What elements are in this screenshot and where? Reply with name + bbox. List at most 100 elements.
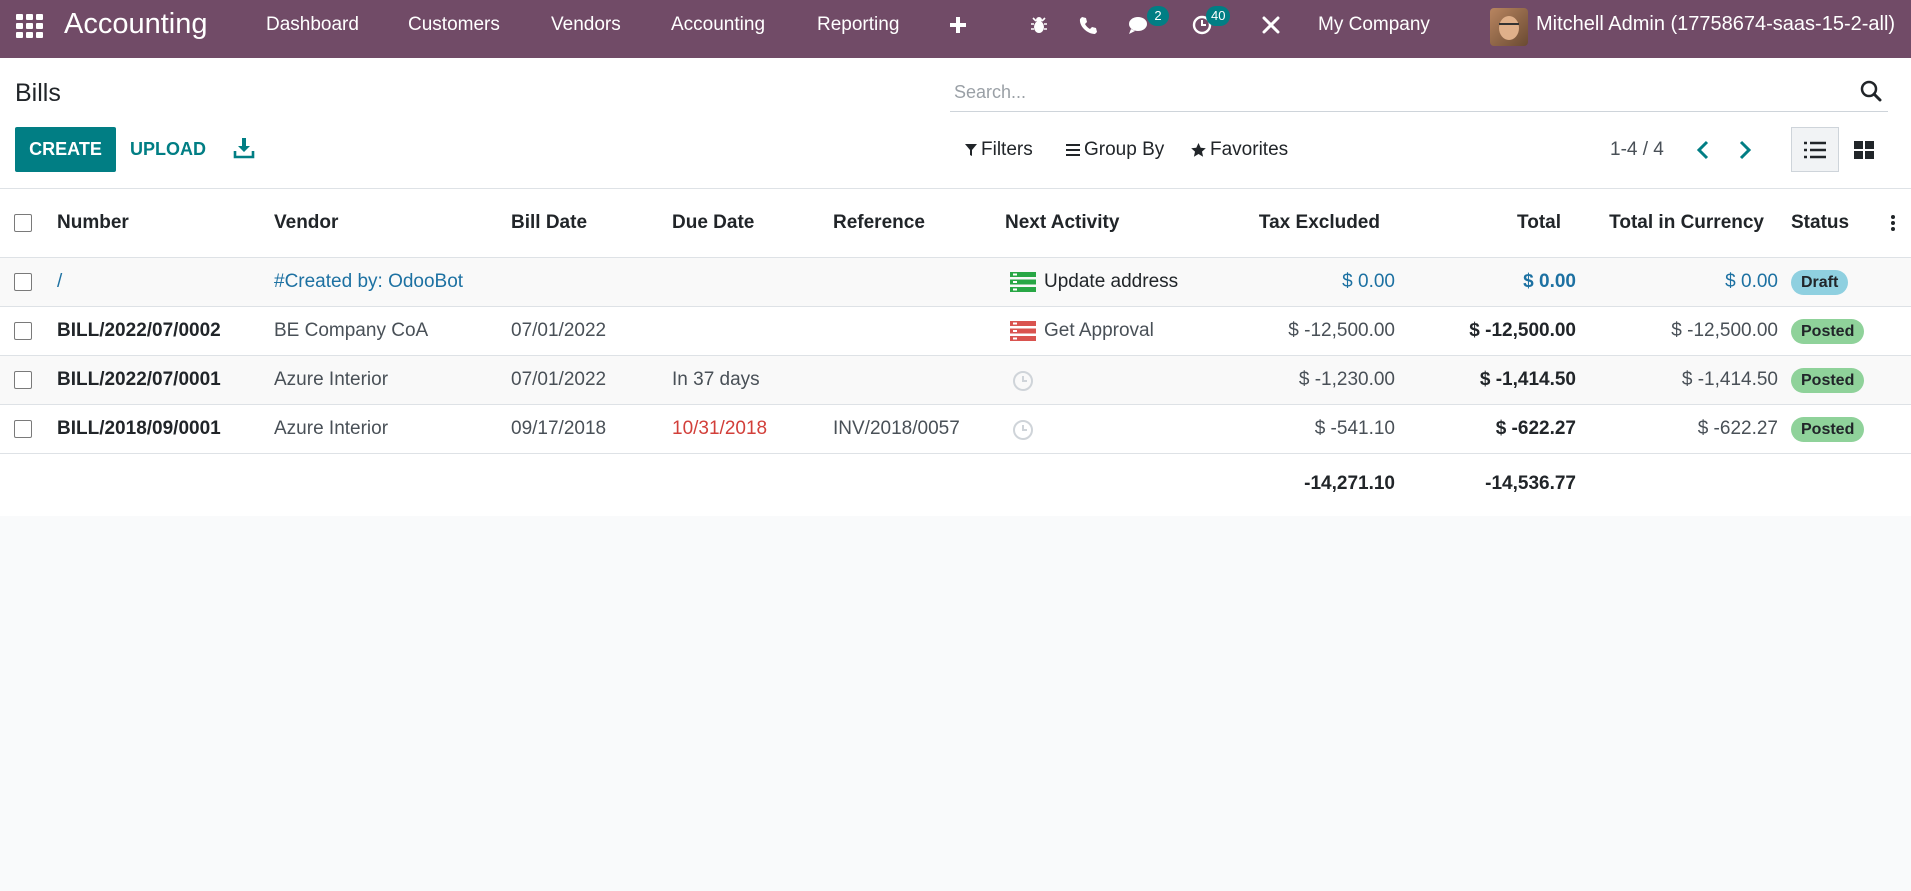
bill-total: $ -622.27	[1495, 418, 1576, 439]
plus-icon[interactable]	[943, 10, 973, 40]
messages-icon[interactable]	[1124, 10, 1154, 40]
menu-dashboard[interactable]: Dashboard	[266, 14, 359, 35]
menu-vendors[interactable]: Vendors	[551, 14, 621, 35]
column-status[interactable]: Status	[1791, 212, 1850, 233]
bill-total-in-currency: $ -622.27	[1697, 418, 1778, 439]
due-date: In 37 days	[672, 369, 760, 390]
favorites-button[interactable]: Favorites	[1191, 139, 1288, 161]
kanban-view-button[interactable]	[1840, 127, 1888, 172]
bill-number: BILL/2018/09/0001	[57, 418, 221, 439]
apps-menu-icon[interactable]	[14, 12, 43, 38]
activity-list-icon[interactable]	[1010, 320, 1036, 342]
app-title[interactable]: Accounting	[64, 8, 208, 40]
bill-total: $ 0.00	[1523, 271, 1576, 292]
menu-reporting[interactable]: Reporting	[817, 14, 900, 35]
upload-button[interactable]: UPLOAD	[130, 139, 206, 159]
bill-reference: INV/2018/0057	[833, 418, 960, 439]
totals-row: -14,271.10 -14,536.77	[0, 454, 1911, 516]
optional-columns-icon[interactable]	[1889, 212, 1897, 234]
bill-number: BILL/2022/07/0002	[57, 320, 221, 341]
bill-tax-excluded: $ -1,230.00	[1298, 369, 1395, 390]
status-badge: Posted	[1791, 417, 1865, 442]
messages-badge: 2	[1147, 6, 1169, 26]
top-navbar: Accounting Dashboard Customers Vendors A…	[0, 0, 1911, 58]
bill-total: $ -12,500.00	[1469, 320, 1576, 341]
bill-total-in-currency: $ -1,414.50	[1681, 369, 1778, 390]
activities-badge: 40	[1206, 6, 1231, 26]
menu-accounting[interactable]: Accounting	[671, 14, 766, 35]
avatar[interactable]	[1490, 8, 1528, 46]
bill-total-in-currency: $ 0.00	[1725, 271, 1778, 292]
table-header: Number Vendor Bill Date Due Date Referen…	[0, 189, 1911, 258]
list-view-button[interactable]	[1791, 127, 1839, 172]
column-reference[interactable]: Reference	[833, 212, 925, 233]
tools-icon[interactable]	[1256, 10, 1286, 40]
menu-customers[interactable]: Customers	[408, 14, 500, 35]
select-all-checkbox[interactable]	[14, 214, 32, 232]
user-menu[interactable]: Mitchell Admin (17758674-saas-15-2-all)	[1536, 13, 1896, 35]
kanban-view-icon	[1854, 140, 1874, 159]
column-due-date[interactable]: Due Date	[672, 212, 755, 233]
status-badge: Posted	[1791, 368, 1865, 393]
bill-total: $ -1,414.50	[1479, 369, 1576, 390]
column-total[interactable]: Total	[1517, 212, 1561, 233]
activity-label[interactable]: Get Approval	[1044, 320, 1154, 341]
pager-previous-icon[interactable]	[1692, 136, 1716, 164]
status-badge: Draft	[1791, 270, 1849, 295]
column-bill-date[interactable]: Bill Date	[511, 212, 588, 233]
activity-list-icon[interactable]	[1010, 271, 1036, 293]
bills-table: Number Vendor Bill Date Due Date Referen…	[0, 189, 1911, 516]
row-checkbox[interactable]	[14, 322, 32, 340]
bill-tax-excluded: $ -541.10	[1314, 418, 1395, 439]
phone-icon[interactable]	[1073, 10, 1103, 40]
group-by-button[interactable]: Group By	[1066, 139, 1164, 161]
activity-label[interactable]: Update address	[1044, 271, 1179, 292]
filter-icon	[965, 144, 977, 156]
search-icon[interactable]	[1860, 80, 1882, 102]
bill-vendor: Azure Interior	[274, 369, 389, 390]
filters-button[interactable]: Filters	[965, 139, 1033, 161]
row-checkbox[interactable]	[14, 420, 32, 438]
bill-tax-excluded: $ 0.00	[1342, 271, 1395, 292]
pager-next-icon[interactable]	[1732, 136, 1756, 164]
column-vendor[interactable]: Vendor	[274, 212, 339, 233]
bill-date: 07/01/2022	[511, 369, 607, 390]
due-date: 10/31/2018	[672, 418, 768, 439]
search-bar	[950, 72, 1888, 112]
table-row[interactable]: BILL/2022/07/0002 BE Company CoA 07/01/2…	[0, 307, 1911, 356]
create-button[interactable]: CREATE	[15, 127, 116, 172]
bill-vendor: #Created by: OdooBot	[274, 271, 464, 292]
table-row[interactable]: BILL/2018/09/0001 Azure Interior 09/17/2…	[0, 405, 1911, 454]
activity-clock-icon[interactable]	[1187, 10, 1217, 40]
search-input[interactable]	[954, 78, 1814, 106]
column-next-activity[interactable]: Next Activity	[1005, 212, 1120, 233]
group-by-icon	[1066, 144, 1080, 156]
pager-value[interactable]: 1-4 / 4	[1610, 139, 1664, 160]
row-checkbox[interactable]	[14, 371, 32, 389]
total-tax-excluded: -14,271.10	[1304, 473, 1395, 494]
column-tax-excluded[interactable]: Tax Excluded	[1258, 212, 1380, 233]
clock-icon[interactable]	[1012, 370, 1034, 392]
bill-date: 09/17/2018	[511, 418, 607, 439]
favorites-label: Favorites	[1210, 139, 1289, 160]
star-icon	[1191, 143, 1206, 157]
clock-icon[interactable]	[1012, 419, 1034, 441]
download-icon[interactable]	[232, 136, 256, 160]
bill-vendor: Azure Interior	[274, 418, 389, 439]
table-row[interactable]: BILL/2022/07/0001 Azure Interior 07/01/2…	[0, 356, 1911, 405]
control-panel: Bills CREATE UPLOAD Filters Group By Fav…	[0, 58, 1911, 189]
filters-label: Filters	[981, 139, 1033, 160]
bill-total-in-currency: $ -12,500.00	[1671, 320, 1778, 341]
bill-tax-excluded: $ -12,500.00	[1288, 320, 1395, 341]
bill-number: BILL/2022/07/0001	[57, 369, 221, 390]
table-row[interactable]: / #Created by: OdooBot Update address $ …	[0, 258, 1911, 307]
company-switcher[interactable]: My Company	[1318, 14, 1430, 35]
total-amount: -14,536.77	[1485, 473, 1576, 494]
column-total-in-currency[interactable]: Total in Currency	[1609, 212, 1764, 233]
bug-icon[interactable]	[1024, 10, 1054, 40]
row-checkbox[interactable]	[14, 273, 32, 291]
column-number[interactable]: Number	[57, 212, 129, 233]
group-by-label: Group By	[1084, 139, 1165, 160]
list-view-icon	[1804, 141, 1826, 158]
page-title: Bills	[15, 79, 61, 107]
